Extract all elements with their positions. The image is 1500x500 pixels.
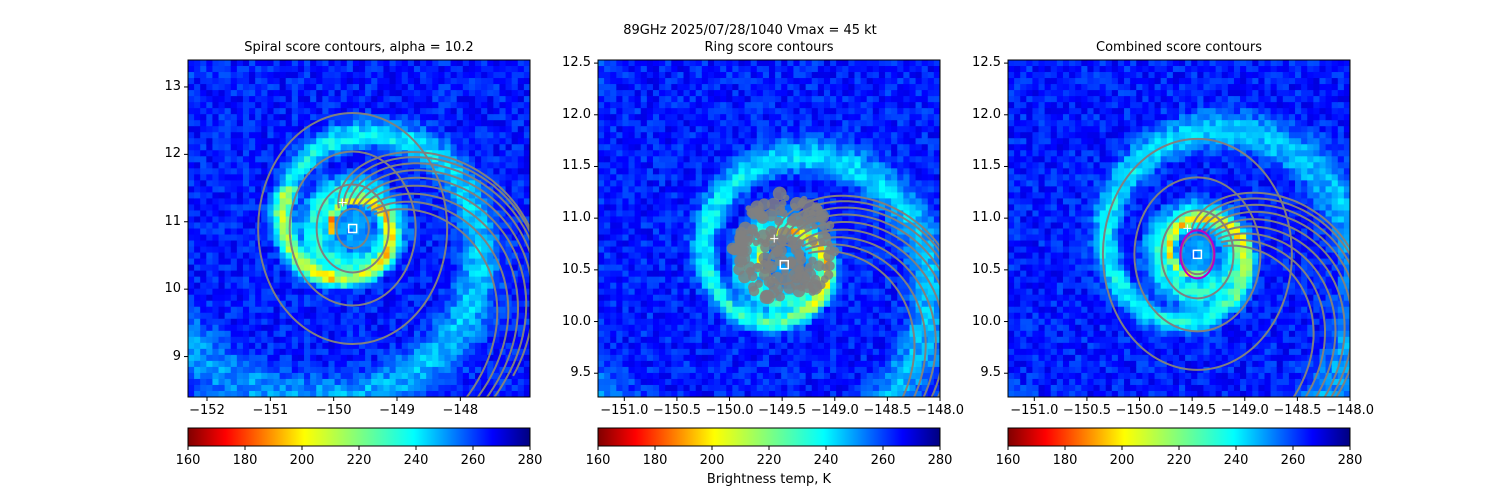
panel-2-ytick-label: 12.0 — [562, 106, 591, 122]
panel-1-colorbar-tick-label: 200 — [289, 453, 315, 468]
panel-3-xtick-label: −151.0 — [1010, 403, 1059, 418]
panel-3-xtick-label: −149.0 — [1220, 403, 1269, 418]
panel-3-xtick-label: −150.5 — [1062, 403, 1111, 418]
panel-2-xtick-label: −150.0 — [705, 403, 754, 418]
panel-2-heatmap — [598, 60, 940, 397]
panel-1-ytick-label: 11 — [164, 213, 181, 229]
panel-2-colorbar-tick-label: 240 — [813, 453, 839, 468]
panel-3-colorbar-tick-label: 240 — [1223, 453, 1249, 468]
colorbar-label: Brightness temp, K — [706, 472, 832, 487]
panel-1-ytick-label: 12 — [164, 146, 181, 162]
panel-1-colorbar — [187, 427, 531, 447]
panel-3-ytick-label: 12.0 — [972, 106, 1001, 122]
panel-1-center-marker — [347, 223, 358, 234]
panel-1-colorbar-tick-label: 180 — [232, 453, 258, 468]
panel-3-first-guess-marker — [1183, 224, 1192, 233]
panel-1-xtick-label: −148 — [442, 403, 479, 418]
panel-1-ytick-label: 10 — [164, 281, 181, 297]
panel-3-xtick-label: −148.5 — [1273, 403, 1322, 418]
panel-3-ytick-label: 11.0 — [972, 210, 1001, 226]
panel-2-ytick-label: 11.0 — [562, 210, 591, 226]
panel-3-colorbar-tick-label: 160 — [995, 453, 1021, 468]
panel-3-contours — [1101, 137, 1350, 397]
panel-2-xtick-label: −150.5 — [652, 403, 701, 418]
panel-3-colorbar-tick-label: 200 — [1109, 453, 1135, 468]
panel-2-xtick-label: −149.5 — [758, 403, 807, 418]
panel-1-contours — [257, 112, 530, 397]
panel-3-colorbar — [1007, 427, 1351, 447]
panel-3-frame — [1007, 59, 1351, 398]
panel-2-colorbar-tick-label: 220 — [756, 453, 782, 468]
panel-1-colorbar-tick-label: 280 — [517, 453, 543, 468]
panel-3-ytick-label: 10.0 — [972, 313, 1001, 329]
panel-2-colorbar — [597, 427, 941, 447]
panel-2-ytick-label: 12.5 — [562, 55, 591, 71]
panel-1-ytick-label: 9 — [172, 348, 181, 364]
panel-1-colorbar-tick-label: 220 — [346, 453, 372, 468]
panel-1-heatmap — [188, 60, 530, 397]
panel-1-title: Spiral score contours, alpha = 10.2 — [244, 40, 474, 55]
panel-3-colorbar-tick-label: 280 — [1337, 453, 1363, 468]
panel-2-colorbar-tick-label: 180 — [642, 453, 668, 468]
panel-3-heatmap — [1008, 60, 1350, 397]
combined-peak-contour — [1179, 229, 1216, 280]
panel-2-frame — [597, 59, 941, 398]
panel-3-center-marker — [1192, 249, 1203, 260]
ring-score-cluster — [726, 186, 840, 304]
panel-2-colorbar-tick-label: 200 — [699, 453, 725, 468]
panel-1-frame — [187, 59, 531, 398]
panel-1-xtick-label: −150 — [315, 403, 352, 418]
panel-2-first-guess-marker — [770, 234, 779, 243]
panel-2-ytick-label: 10.0 — [562, 313, 591, 329]
panel-3-ytick-label: 9.5 — [980, 365, 1001, 381]
panel-2-xtick-label: −148.0 — [915, 403, 965, 418]
panel-3-colorbar-tick-label: 260 — [1280, 453, 1306, 468]
panel-3-colorbar-tick-label: 180 — [1052, 453, 1078, 468]
panel-3-ytick-label: 10.5 — [972, 261, 1001, 277]
panel-3-ytick-label: 11.5 — [972, 158, 1001, 174]
figure-suptitle: 89GHz 2025/07/28/1040 Vmax = 45 kt — [623, 23, 877, 38]
panel-1-colorbar-tick-label: 160 — [175, 453, 201, 468]
panel-3-xtick-label: −148.0 — [1325, 403, 1375, 418]
panel-3-xtick-label: −150.0 — [1115, 403, 1164, 418]
panel-1-xtick-label: −149 — [379, 403, 415, 418]
panel-1-colorbar-tick-label: 240 — [403, 453, 429, 468]
panel-2-ytick-label: 11.5 — [562, 158, 591, 174]
panel-2-colorbar-tick-label: 280 — [927, 453, 953, 468]
panel-2-title: Ring score contours — [704, 40, 834, 55]
panel-3-ytick-label: 12.5 — [972, 55, 1001, 71]
panel-2-colorbar-tick-label: 160 — [585, 453, 611, 468]
panel-1-ytick-label: 13 — [164, 78, 181, 94]
panel-1-xtick-label: −151 — [252, 403, 289, 418]
panel-3-colorbar-tick-label: 220 — [1166, 453, 1192, 468]
panel-1-colorbar-tick-label: 260 — [460, 453, 486, 468]
panel-3-xtick-label: −149.5 — [1168, 403, 1217, 418]
panel-3-title: Combined score contours — [1096, 40, 1262, 55]
panel-2-xtick-label: −151.0 — [600, 403, 649, 418]
panel-2-center-marker — [779, 259, 790, 270]
panel-2-ytick-label: 9.5 — [570, 365, 591, 381]
panel-2-xtick-label: −149.0 — [810, 403, 859, 418]
panel-2-xtick-label: −148.5 — [863, 403, 912, 418]
panel-1-xtick-label: −152 — [189, 403, 225, 418]
panel-1-first-guess-marker — [338, 198, 347, 207]
panel-2-colorbar-tick-label: 260 — [870, 453, 896, 468]
panel-2-ytick-label: 10.5 — [562, 261, 591, 277]
